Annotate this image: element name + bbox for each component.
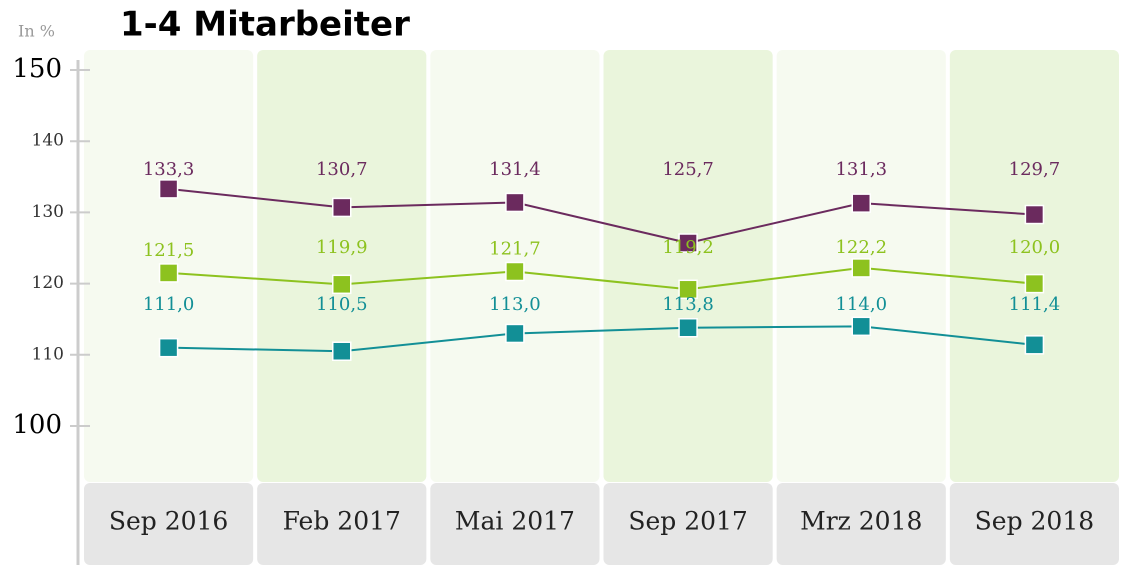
data-point xyxy=(1024,273,1045,294)
data-point xyxy=(332,197,352,218)
data-point xyxy=(505,192,525,213)
data-label: 119,2 xyxy=(662,237,714,258)
column-band xyxy=(603,50,773,482)
data-label: 121,5 xyxy=(143,240,195,261)
data-label: 130,7 xyxy=(316,159,368,180)
data-point xyxy=(332,341,352,361)
x-tick-label: Mrz 2018 xyxy=(800,507,922,536)
data-point xyxy=(851,316,871,337)
y-tick-label: 120 xyxy=(32,273,64,293)
data-label: 131,3 xyxy=(835,159,887,180)
data-point xyxy=(678,317,698,338)
y-tick-label: 140 xyxy=(32,131,64,151)
x-tick-label: Sep 2018 xyxy=(975,507,1095,536)
data-point xyxy=(158,263,179,283)
data-point xyxy=(158,179,179,199)
category-box xyxy=(84,483,254,565)
x-tick-label: Sep 2017 xyxy=(628,507,748,536)
data-label: 129,7 xyxy=(1009,159,1061,180)
data-point xyxy=(332,274,352,295)
y-tick-label: 150 xyxy=(12,54,62,84)
data-label: 113,0 xyxy=(489,294,541,315)
chart-title: 1-4 Mitarbeiter xyxy=(120,5,410,45)
data-label: 122,2 xyxy=(835,237,887,258)
y-axis-label: In % xyxy=(18,22,55,41)
data-label: 121,7 xyxy=(489,238,541,259)
series-line xyxy=(168,187,1035,245)
column-band xyxy=(257,50,427,482)
data-point xyxy=(851,258,871,278)
data-label: 114,0 xyxy=(835,294,887,315)
data-point xyxy=(1024,335,1045,355)
data-point xyxy=(678,233,698,253)
x-tick-label: Sep 2016 xyxy=(109,507,229,536)
series-line xyxy=(168,325,1035,353)
data-point xyxy=(851,193,871,213)
data-point xyxy=(158,337,179,358)
data-label: 119,9 xyxy=(316,237,368,258)
y-tick-label: 130 xyxy=(32,202,64,222)
data-point xyxy=(678,279,698,300)
x-tick-label: Feb 2017 xyxy=(283,507,401,536)
data-point xyxy=(505,323,525,344)
data-label: 111,4 xyxy=(1009,294,1061,315)
data-label: 120,0 xyxy=(1009,237,1061,258)
category-box xyxy=(603,483,773,565)
category-box xyxy=(430,483,600,565)
x-tick-label: Mai 2017 xyxy=(455,507,575,536)
category-box xyxy=(949,483,1119,565)
y-tick-label: 100 xyxy=(12,410,62,440)
data-point xyxy=(505,261,525,282)
data-label: 110,5 xyxy=(316,294,368,315)
category-box xyxy=(257,483,427,565)
series-line xyxy=(168,266,1035,291)
data-label: 111,0 xyxy=(143,294,195,315)
data-label: 133,3 xyxy=(143,159,195,180)
category-box xyxy=(776,483,946,565)
data-label: 131,4 xyxy=(489,159,541,180)
column-band xyxy=(949,50,1119,482)
data-point xyxy=(1024,204,1045,225)
data-label: 113,8 xyxy=(662,294,714,315)
data-label: 125,7 xyxy=(662,159,714,180)
y-tick-label: 110 xyxy=(32,344,64,364)
